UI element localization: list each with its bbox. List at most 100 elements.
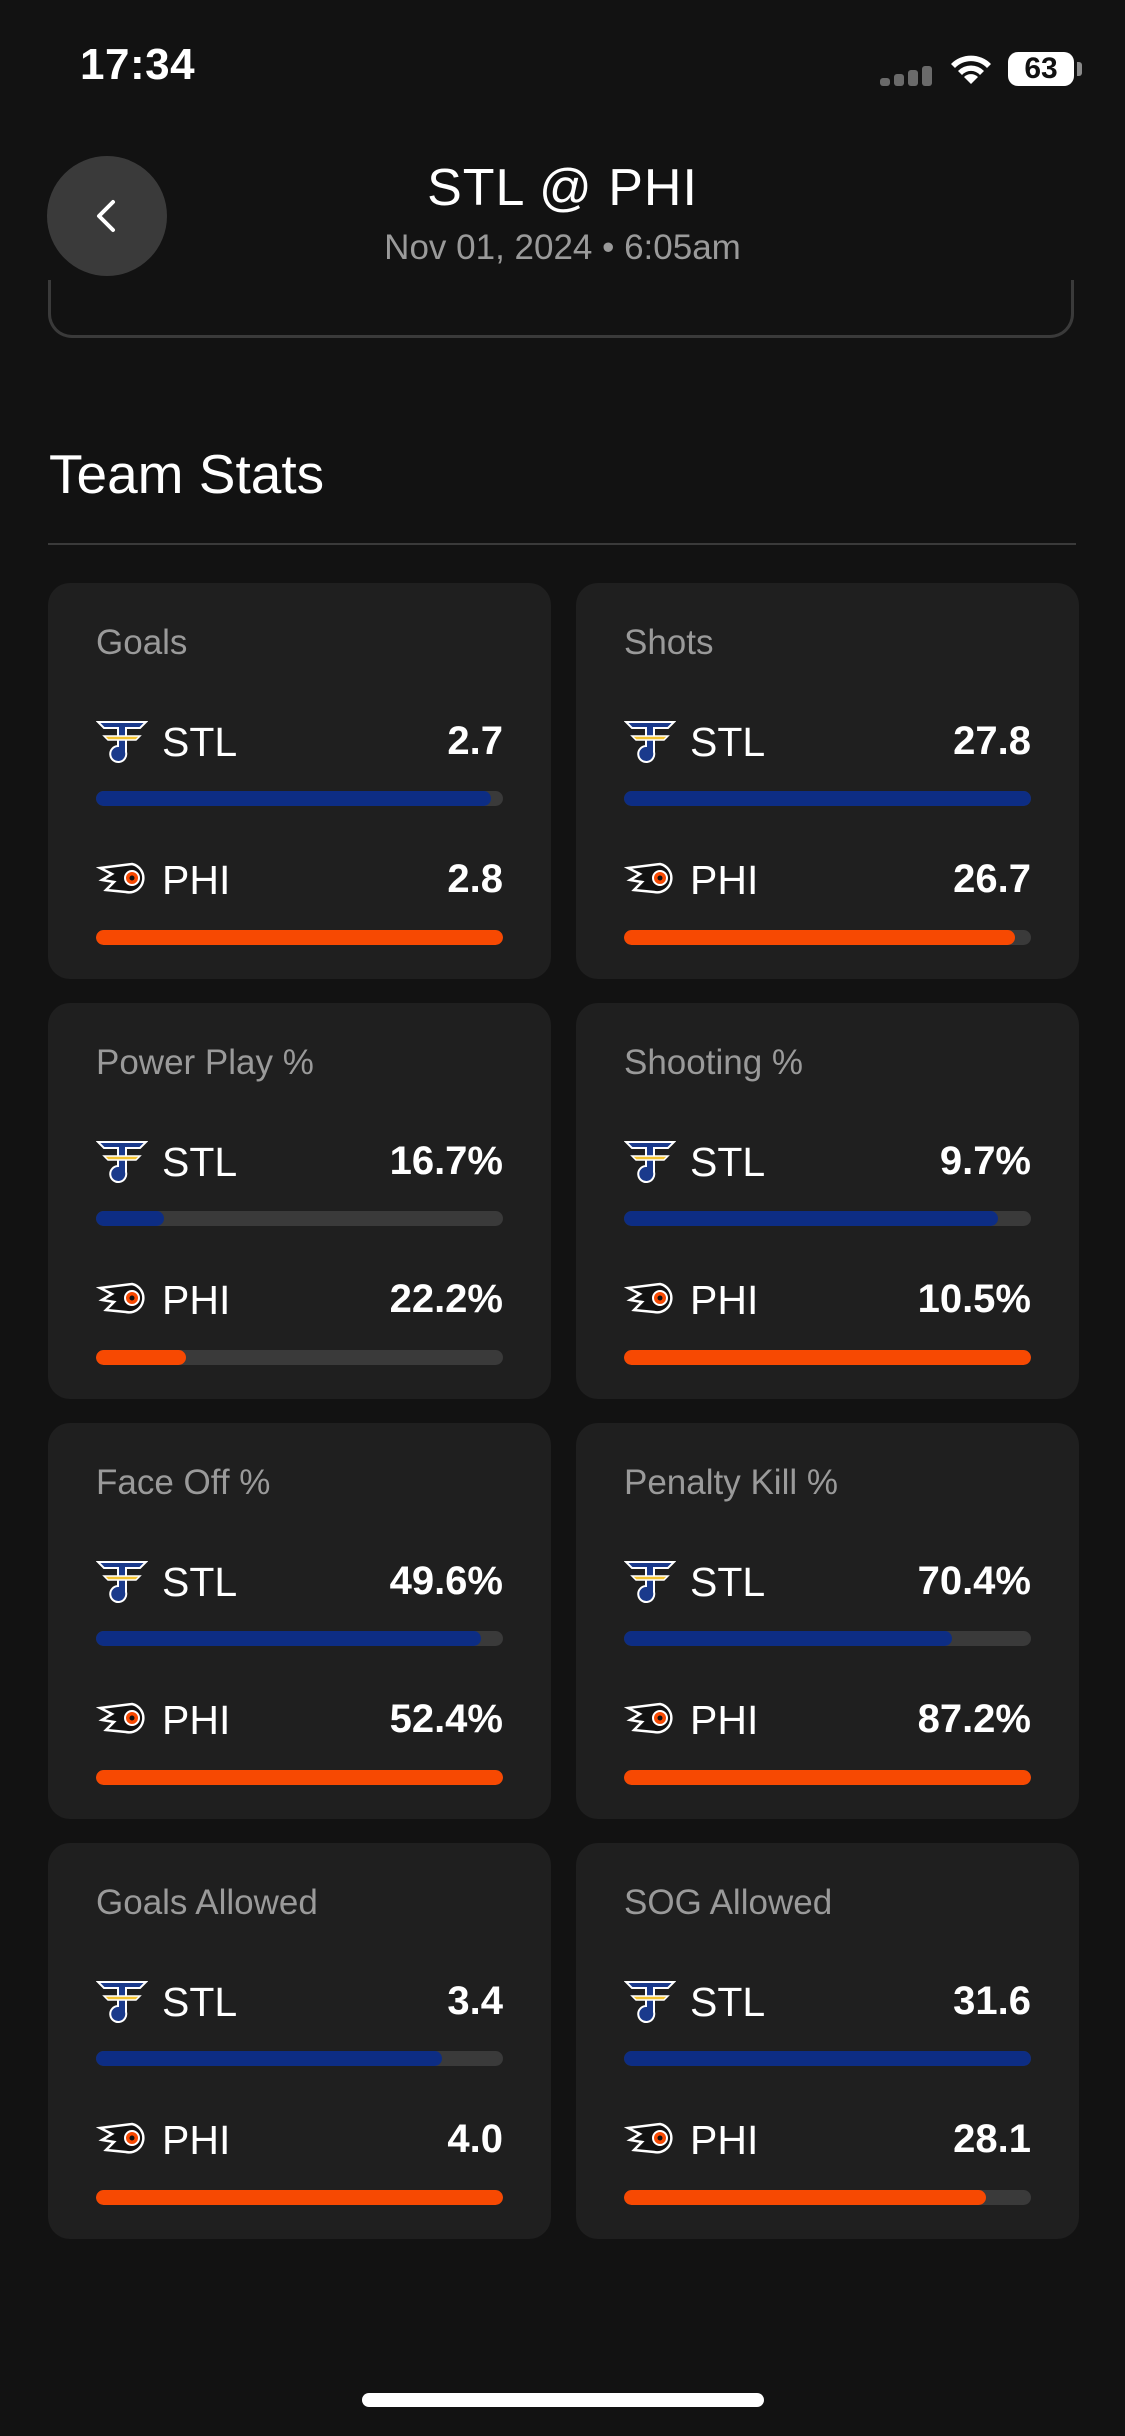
stat-card: Penalty Kill % STL 70.4% PHI 87.2% — [576, 1423, 1079, 1819]
team-abbr: PHI — [690, 1277, 759, 1323]
team-abbr: PHI — [690, 2117, 759, 2163]
team-row-stl: STL 27.8 — [623, 711, 1031, 771]
team-row-phi: PHI 87.2% — [623, 1689, 1031, 1749]
stat-card: Shots STL 27.8 PHI 26.7 — [576, 583, 1079, 979]
team-row-phi: PHI 28.1 — [623, 2109, 1031, 2169]
game-title: STL @ PHI — [427, 159, 698, 217]
stat-bar-phi — [96, 1350, 503, 1365]
stat-bar-stl — [624, 1211, 1031, 1226]
team-value: 27.8 — [953, 719, 1031, 763]
team-value: 4.0 — [447, 2117, 503, 2161]
team-value: 87.2% — [917, 1697, 1031, 1741]
stat-bar-phi — [624, 930, 1031, 945]
battery-cap — [1077, 62, 1082, 76]
stat-bar-fill-phi — [96, 930, 503, 945]
team-row-stl: STL 9.7% — [623, 1131, 1031, 1191]
team-value: 70.4% — [917, 1559, 1031, 1603]
stat-card: SOG Allowed STL 31.6 PHI 28.1 — [576, 1843, 1079, 2239]
team-row-phi: PHI 4.0 — [95, 2109, 503, 2169]
team-row-stl: STL 3.4 — [95, 1971, 503, 2031]
team-row-stl: STL 16.7% — [95, 1131, 503, 1191]
status-bar: 17:34 63 — [0, 0, 1125, 135]
flyers-logo-icon — [623, 2114, 676, 2167]
team-abbr: STL — [162, 1979, 238, 2025]
blues-logo-icon — [95, 716, 149, 769]
blues-logo-icon — [95, 1136, 149, 1189]
status-time: 17:34 — [80, 40, 196, 89]
stat-bar-fill-phi — [624, 930, 1015, 945]
team-value: 2.7 — [447, 719, 503, 763]
blues-logo-icon — [95, 1976, 149, 2029]
team-value: 16.7% — [389, 1139, 503, 1183]
wifi-icon — [951, 55, 991, 84]
chevron-left-icon — [97, 200, 115, 232]
team-abbr: PHI — [162, 1277, 231, 1323]
flyers-logo-icon — [623, 1274, 676, 1327]
team-abbr: STL — [162, 1139, 238, 1185]
stat-bar-stl — [96, 791, 503, 806]
team-abbr: STL — [162, 719, 238, 765]
back-button[interactable] — [47, 156, 167, 276]
stat-bar-phi — [96, 1770, 503, 1785]
stat-bar-fill-stl — [624, 2051, 1031, 2066]
section-title: Team Stats — [49, 443, 325, 505]
stat-bar-fill-stl — [96, 1211, 164, 1226]
blues-logo-icon — [95, 1556, 149, 1609]
stat-bar-fill-phi — [624, 1350, 1031, 1365]
flyers-logo-icon — [95, 2114, 148, 2167]
blues-logo-icon — [623, 1556, 677, 1609]
team-value: 9.7% — [939, 1139, 1031, 1183]
flyers-logo-icon — [95, 1694, 148, 1747]
team-value: 2.8 — [447, 857, 503, 901]
battery-icon: 63 — [1008, 52, 1074, 86]
stat-card: Goals STL 2.7 PHI 2.8 — [48, 583, 551, 979]
team-abbr: STL — [690, 1979, 766, 2025]
stat-label: Goals — [96, 623, 188, 662]
team-abbr: PHI — [162, 857, 231, 903]
stat-bar-fill-phi — [96, 2190, 503, 2205]
game-subtitle: Nov 01, 2024 • 6:05am — [384, 228, 741, 267]
stat-card: Face Off % STL 49.6% PHI 52.4% — [48, 1423, 551, 1819]
team-abbr: STL — [690, 1139, 766, 1185]
stat-bar-phi — [96, 2190, 503, 2205]
team-abbr: PHI — [690, 857, 759, 903]
team-row-stl: STL 2.7 — [95, 711, 503, 771]
team-row-stl: STL 70.4% — [623, 1551, 1031, 1611]
team-abbr: STL — [162, 1559, 238, 1605]
team-abbr: PHI — [690, 1697, 759, 1743]
stat-label: Penalty Kill % — [624, 1463, 838, 1502]
stat-bar-fill-phi — [624, 1770, 1031, 1785]
home-indicator[interactable] — [362, 2393, 764, 2407]
stat-bar-fill-phi — [624, 2190, 986, 2205]
stat-bar-phi — [624, 2190, 1031, 2205]
stat-bar-stl — [624, 2051, 1031, 2066]
team-value: 26.7 — [953, 857, 1031, 901]
stat-bar-fill-stl — [96, 791, 491, 806]
team-value: 52.4% — [389, 1697, 503, 1741]
stat-bar-fill-stl — [96, 2051, 442, 2066]
stat-label: Face Off % — [96, 1463, 271, 1502]
stat-label: Shots — [624, 623, 714, 662]
flyers-logo-icon — [95, 854, 148, 907]
blues-logo-icon — [623, 716, 677, 769]
flyers-logo-icon — [95, 1274, 148, 1327]
section-divider — [48, 543, 1076, 545]
stat-bar-fill-phi — [96, 1350, 187, 1365]
team-value: 31.6 — [953, 1979, 1031, 2023]
team-abbr: PHI — [162, 1697, 231, 1743]
team-row-phi: PHI 10.5% — [623, 1269, 1031, 1329]
team-row-phi: PHI 52.4% — [95, 1689, 503, 1749]
team-value: 49.6% — [389, 1559, 503, 1603]
blues-logo-icon — [623, 1976, 677, 2029]
team-row-phi: PHI 2.8 — [95, 849, 503, 909]
flyers-logo-icon — [623, 1694, 676, 1747]
stat-card: Power Play % STL 16.7% PHI 22.2% — [48, 1003, 551, 1399]
stat-bar-fill-stl — [624, 1631, 953, 1646]
stat-card: Shooting % STL 9.7% PHI 10.5% — [576, 1003, 1079, 1399]
team-abbr: STL — [690, 1559, 766, 1605]
stat-bar-fill-stl — [624, 1211, 999, 1226]
stat-label: Goals Allowed — [96, 1883, 318, 1922]
signal-icon — [880, 66, 932, 86]
stat-bar-stl — [96, 1631, 503, 1646]
stat-bar-fill-stl — [96, 1631, 482, 1646]
